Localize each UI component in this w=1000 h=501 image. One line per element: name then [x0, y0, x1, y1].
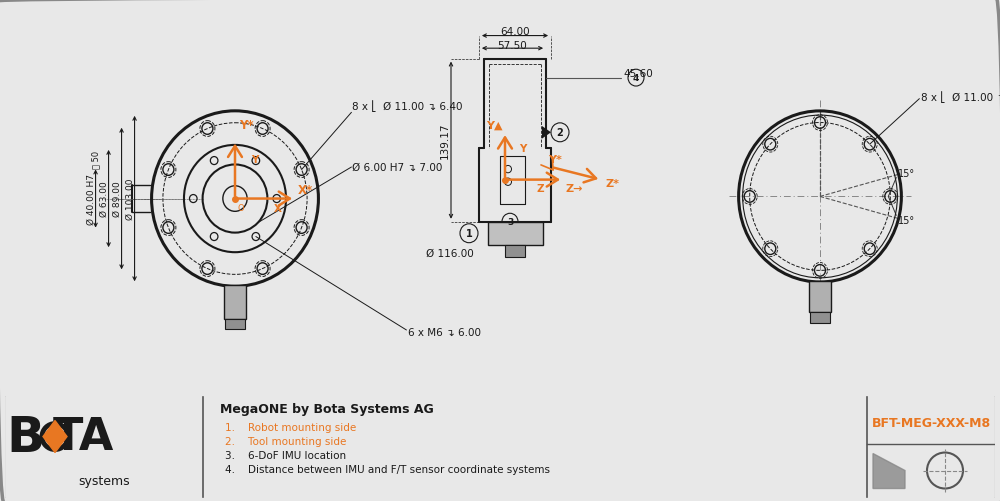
Text: Y*: Y*: [548, 154, 562, 164]
Text: Z: Z: [536, 184, 544, 194]
Text: 4.    Distance between IMU and F/T sensor coordinate systems: 4. Distance between IMU and F/T sensor c…: [225, 463, 550, 473]
Text: Ø 40.00 H7: Ø 40.00 H7: [87, 174, 96, 224]
Text: 57.50: 57.50: [498, 41, 527, 51]
Text: Y: Y: [251, 154, 258, 164]
Text: MegaONE by Bota Systems AG: MegaONE by Bota Systems AG: [220, 402, 434, 415]
Text: 2: 2: [557, 128, 563, 138]
Text: 15°: 15°: [898, 215, 915, 225]
Text: X: X: [274, 203, 282, 213]
Text: Y*: Y*: [239, 119, 254, 132]
Text: Y▲: Y▲: [486, 120, 503, 130]
Text: 1: 1: [466, 229, 472, 239]
Text: 8 x ⎣  Ø 11.00 ↴ 6.40: 8 x ⎣ Ø 11.00 ↴ 6.40: [352, 100, 463, 112]
Text: Z*: Z*: [606, 178, 620, 188]
Text: 2.    Tool mounting side: 2. Tool mounting side: [225, 436, 346, 446]
Text: systems: systems: [78, 474, 130, 487]
Text: 6 x M6 ↴ 6.00: 6 x M6 ↴ 6.00: [408, 328, 481, 337]
Text: B: B: [6, 413, 44, 460]
Text: O: O: [238, 203, 245, 212]
Text: 64.00: 64.00: [500, 27, 530, 37]
Text: ⏷ 50: ⏷ 50: [91, 151, 100, 169]
Text: 45.60: 45.60: [623, 69, 653, 79]
Text: Ø 103.00: Ø 103.00: [126, 178, 135, 220]
Text: 4: 4: [633, 74, 639, 83]
Text: Ø 63.00: Ø 63.00: [100, 181, 109, 217]
Text: X*: X*: [298, 184, 313, 197]
Text: Z→: Z→: [565, 183, 582, 193]
Text: Ø 116.00: Ø 116.00: [426, 248, 474, 259]
Text: TA: TA: [52, 415, 114, 458]
Bar: [810, 313, 830, 323]
Bar: [224, 286, 246, 319]
Bar: [809, 282, 831, 313]
Text: BFT-MEG-XXX-M8: BFT-MEG-XXX-M8: [871, 416, 991, 429]
Bar: [225, 319, 245, 330]
Polygon shape: [873, 453, 905, 488]
Text: 139.17: 139.17: [440, 123, 450, 159]
Text: Ø 6.00 H7 ↴ 7.00: Ø 6.00 H7 ↴ 7.00: [352, 163, 443, 173]
Text: Ø 89.00: Ø 89.00: [113, 181, 122, 217]
Text: 1.    Robot mounting side: 1. Robot mounting side: [225, 422, 356, 432]
Text: 3: 3: [507, 218, 513, 227]
Text: 3.    6-DoF IMU location: 3. 6-DoF IMU location: [225, 449, 346, 459]
Bar: [505, 245, 525, 258]
Polygon shape: [542, 127, 551, 139]
Bar: [488, 222, 542, 245]
Text: 15°: 15°: [898, 169, 915, 179]
Polygon shape: [43, 421, 67, 452]
Text: 8 x ⎣  Ø 11.00 ↴: 8 x ⎣ Ø 11.00 ↴: [921, 92, 1000, 103]
Text: Y: Y: [519, 144, 526, 154]
